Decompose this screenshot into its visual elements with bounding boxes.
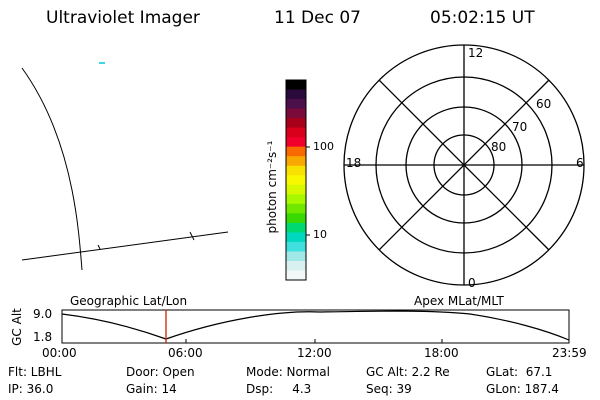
mlt-label-0: 0 xyxy=(468,276,476,290)
geographic-title: Geographic Lat/Lon xyxy=(70,294,188,308)
colorbar-segment xyxy=(286,137,306,148)
colorbar-segment xyxy=(286,241,306,252)
colorbar-segment xyxy=(286,99,306,110)
tick-mark xyxy=(97,244,101,250)
colorbar-segment xyxy=(286,222,306,233)
lat-label-70: 70 xyxy=(512,120,528,134)
polar-plot xyxy=(343,44,585,286)
colorbar-unit-label: photon cm⁻²s⁻¹ xyxy=(265,140,279,234)
x-tick-label-0600: 06:00 xyxy=(168,346,203,360)
dsp-value: Dsp: 4.3 xyxy=(246,382,312,396)
time-label: 05:02:15 UT xyxy=(430,8,535,28)
x-tick-label-0000: 00:00 xyxy=(42,346,77,360)
tick-mark xyxy=(189,231,195,241)
seq-value: Seq: 39 xyxy=(366,382,412,396)
mlt-line-diag-2 xyxy=(378,79,550,251)
door-value: Door: Open xyxy=(126,365,195,379)
colorbar-segment xyxy=(286,213,306,224)
colorbar-segment xyxy=(286,175,306,186)
colorbar-segment xyxy=(286,184,306,195)
aurora-speck xyxy=(99,62,105,64)
y-tick-9: 9.0 xyxy=(33,307,53,321)
glon-value: GLon: 187.4 xyxy=(486,382,559,396)
colorbar-segment xyxy=(286,118,306,129)
flt-value: Flt: LBHL xyxy=(8,365,62,379)
mode-value: Mode: Normal xyxy=(246,365,330,379)
x-tick-label-1800: 18:00 xyxy=(424,346,459,360)
orbit-timeline xyxy=(61,309,570,344)
timeline-frame xyxy=(61,309,570,344)
timeline-ylabel: GC Alt xyxy=(10,308,24,346)
colorbar-segment xyxy=(286,80,306,91)
x-tick-label-1200: 12:00 xyxy=(297,346,332,360)
colorbar-segment xyxy=(286,165,306,176)
mlt-label-18: 18 xyxy=(346,156,362,170)
colorbar-segment xyxy=(286,89,306,100)
latitude-line xyxy=(21,231,229,261)
ip-value: IP: 36.0 xyxy=(8,382,54,396)
colorbar-segment xyxy=(286,270,306,281)
coastline-curve xyxy=(21,67,83,271)
mlt-label-12: 12 xyxy=(468,46,484,60)
apex-title: Apex MLat/MLT xyxy=(414,294,504,308)
gain-value: Gain: 14 xyxy=(126,382,177,396)
colorbar-frame xyxy=(285,79,307,281)
colorbar-segment xyxy=(286,108,306,119)
colorbar-segment xyxy=(286,260,306,271)
mlt-label-6: 6 xyxy=(576,156,584,170)
colorbar-segment xyxy=(286,251,306,262)
lat-label-80: 80 xyxy=(491,140,507,154)
colorbar xyxy=(286,80,306,281)
colorbar-segment xyxy=(286,203,306,214)
gcalt-value: GC Alt: 2.2 Re xyxy=(366,365,450,379)
colorbar-segment xyxy=(286,232,306,243)
date-label: 11 Dec 07 xyxy=(274,8,361,28)
y-tick-1.8: 1.8 xyxy=(33,330,53,344)
colorbar-segment xyxy=(286,194,306,205)
colorbar-tick-label-10: 10 xyxy=(313,228,327,241)
glat-value: GLat: 67.1 xyxy=(486,365,553,379)
geographic-map xyxy=(21,62,229,271)
lat-label-60: 60 xyxy=(536,97,552,111)
colorbar-segment xyxy=(286,146,306,157)
altitude-curve xyxy=(61,310,570,341)
x-tick-label-2359: 23:59 xyxy=(552,346,587,360)
colorbar-segment xyxy=(286,156,306,167)
colorbar-segment xyxy=(286,127,306,138)
colorbar-tick-label-100: 100 xyxy=(313,140,334,153)
instrument-title: Ultraviolet Imager xyxy=(46,8,200,28)
